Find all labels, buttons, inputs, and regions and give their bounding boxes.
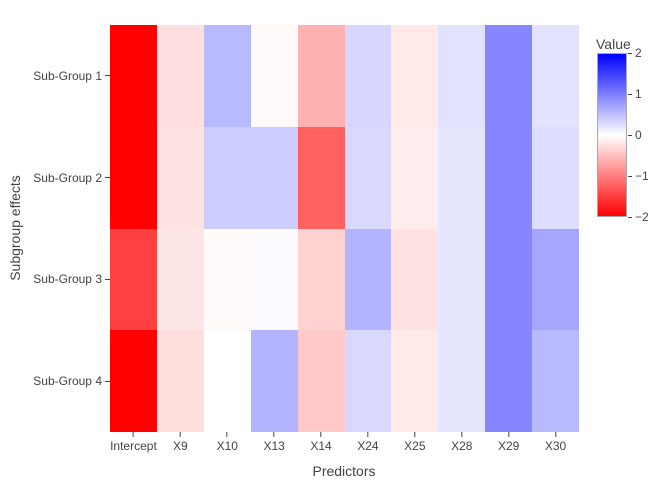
heatmap-cell-Sub-Group 4-X28[interactable] <box>438 330 486 432</box>
heatmap-cell-Sub-Group 4-X14[interactable] <box>297 330 345 432</box>
x-tick-mark <box>555 432 557 437</box>
colorbar-tick-1: 1 <box>628 87 642 101</box>
y-axis-title: Subgroup effects <box>7 175 23 281</box>
x-tick-mark <box>508 432 510 437</box>
colorbar-tick-−2: −2 <box>628 210 649 224</box>
x-tick-X9: X9 <box>173 432 188 453</box>
x-tick-mark <box>414 432 416 437</box>
heatmap-cell-Sub-Group 3-X9[interactable] <box>156 228 204 331</box>
colorbar-title: Value <box>596 36 631 52</box>
colorbar-tick-2: 2 <box>628 46 642 60</box>
x-axis-title: Predictors <box>312 463 376 479</box>
heatmap-cell-Sub-Group 2-X24[interactable] <box>344 126 392 229</box>
heatmap-cell-Sub-Group 3-X13[interactable] <box>250 228 298 331</box>
heatmap-cell-Sub-Group 1-X28[interactable] <box>438 25 486 127</box>
heatmap-cell-Sub-Group 1-X29[interactable] <box>485 25 533 127</box>
y-tick-mark <box>105 177 110 179</box>
heatmap-cell-Sub-Group 2-X30[interactable] <box>532 126 579 229</box>
x-tick-mark <box>132 432 134 437</box>
heatmap-cell-Sub-Group 4-X10[interactable] <box>203 330 251 432</box>
y-tick-Sub-Group 3: Sub-Group 3 <box>0 272 110 286</box>
x-tick-mark <box>367 432 369 437</box>
x-tick-mark <box>320 432 322 437</box>
heatmap-cell-Sub-Group 3-X25[interactable] <box>391 228 439 331</box>
heatmap-cell-Sub-Group 3-Intercept[interactable] <box>110 228 157 331</box>
heatmap-cell-Sub-Group 2-X10[interactable] <box>203 126 251 229</box>
x-tick-mark <box>273 432 275 437</box>
heatmap-cell-Sub-Group 1-Intercept[interactable] <box>110 25 157 127</box>
colorbar-tick-mark <box>628 93 632 95</box>
heatmap-cell-Sub-Group 4-X30[interactable] <box>532 330 579 432</box>
colorbar-tick-mark <box>628 52 632 54</box>
colorbar-tick-−1: −1 <box>628 169 649 183</box>
heatmap-cell-Sub-Group 3-X24[interactable] <box>344 228 392 331</box>
heatmap-cell-Sub-Group 2-Intercept[interactable] <box>110 126 157 229</box>
heatmap-cell-Sub-Group 2-X29[interactable] <box>485 126 533 229</box>
heatmap-cell-Sub-Group 4-X29[interactable] <box>485 330 533 432</box>
heatmap-cell-Sub-Group 1-X25[interactable] <box>391 25 439 127</box>
heatmap-cell-Sub-Group 2-X25[interactable] <box>391 126 439 229</box>
heatmap-cell-Sub-Group 2-X14[interactable] <box>297 126 345 229</box>
heatmap-cell-Sub-Group 1-X14[interactable] <box>297 25 345 127</box>
colorbar-tick-mark <box>628 216 632 218</box>
x-tick-X14: X14 <box>310 432 332 453</box>
heatmap-cell-Sub-Group 3-X29[interactable] <box>485 228 533 331</box>
heatmap-cell-Sub-Group 4-X24[interactable] <box>344 330 392 432</box>
heatmap-cell-Sub-Group 2-X9[interactable] <box>156 126 204 229</box>
y-tick-mark <box>105 75 110 77</box>
heatmap-cell-Sub-Group 3-X14[interactable] <box>297 228 345 331</box>
x-tick-X10: X10 <box>217 432 238 453</box>
colorbar-tick-mark <box>628 175 632 177</box>
heatmap-cell-Sub-Group 1-X30[interactable] <box>532 25 579 127</box>
heatmap-cell-Sub-Group 4-Intercept[interactable] <box>110 330 157 432</box>
y-tick-Sub-Group 1: Sub-Group 1 <box>0 69 110 83</box>
colorbar-tick-mark <box>628 134 632 136</box>
colorbar-tick-0: 0 <box>628 128 642 142</box>
x-tick-mark <box>461 432 463 437</box>
y-tick-Sub-Group 4: Sub-Group 4 <box>0 374 110 388</box>
y-tick-Sub-Group 2: Sub-Group 2 <box>0 171 110 185</box>
heatmap-cell-Sub-Group 2-X28[interactable] <box>438 126 486 229</box>
heatmap-cell-Sub-Group 3-X10[interactable] <box>203 228 251 331</box>
heatmap-cell-Sub-Group 1-X9[interactable] <box>156 25 204 127</box>
heatmap-cell-Sub-Group 4-X9[interactable] <box>156 330 204 432</box>
x-tick-X28: X28 <box>451 432 472 453</box>
heatmap-cell-Sub-Group 3-X28[interactable] <box>438 228 486 331</box>
x-tick-Intercept: Intercept <box>110 432 157 453</box>
x-tick-mark <box>226 432 228 437</box>
x-tick-X30: X30 <box>545 432 566 453</box>
x-tick-X25: X25 <box>404 432 426 453</box>
x-tick-X13: X13 <box>263 432 285 453</box>
y-tick-mark <box>105 380 110 382</box>
heatmap-plot[interactable] <box>110 25 579 432</box>
colorbar-gradient <box>597 53 627 217</box>
y-tick-mark <box>105 278 110 280</box>
x-tick-X24: X24 <box>357 432 379 453</box>
x-tick-mark <box>179 432 181 437</box>
heatmap-cell-Sub-Group 4-X25[interactable] <box>391 330 439 432</box>
heatmap-cell-Sub-Group 4-X13[interactable] <box>250 330 298 432</box>
heatmap-cell-Sub-Group 2-X13[interactable] <box>250 126 298 229</box>
heatmap-cell-Sub-Group 3-X30[interactable] <box>532 228 579 331</box>
x-tick-X29: X29 <box>498 432 519 453</box>
heatmap-cell-Sub-Group 1-X13[interactable] <box>250 25 298 127</box>
heatmap-cell-Sub-Group 1-X24[interactable] <box>344 25 392 127</box>
heatmap-cell-Sub-Group 1-X10[interactable] <box>203 25 251 127</box>
